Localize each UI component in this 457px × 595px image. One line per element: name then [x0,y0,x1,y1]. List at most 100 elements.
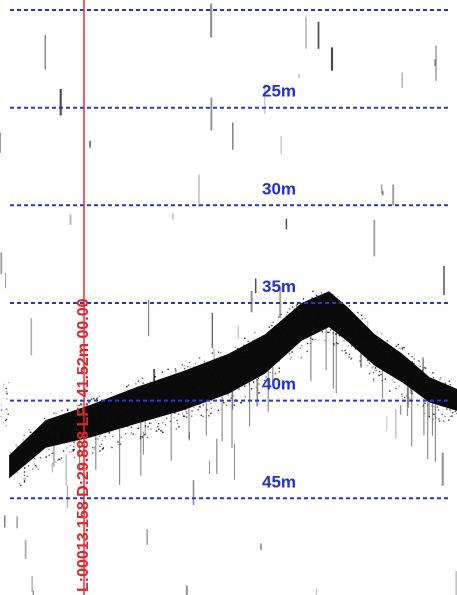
echo-speckle [401,370,403,372]
echo-speckle [139,416,141,418]
echo-speckle [6,391,8,393]
echo-speckle [285,353,287,355]
echo-speckle [330,329,332,331]
echo-speckle [260,356,262,358]
echo-speckle [262,351,265,354]
echo-speckle [300,357,302,359]
echo-speckle [432,372,434,374]
echo-speckle [396,378,398,380]
echo-speckle [127,425,129,428]
echo-speckle [354,336,356,338]
echo-speckle [202,404,204,406]
echo-speckle [245,350,247,352]
echo-speckle [379,341,381,344]
echo-speckle [287,338,289,341]
echo-speckle [169,420,172,423]
echo-speckle [153,379,155,381]
echo-speckle [425,397,427,400]
echo-speckle [91,452,94,454]
echo-speckle [388,353,391,355]
echo-speckle [380,333,383,335]
echo-speckle [210,412,212,415]
echo-speckle [57,434,59,437]
echo-speckle [283,334,285,336]
echo-speckle [35,465,37,467]
echo-speckle [155,414,157,417]
echo-speckle [414,377,416,379]
echo-speckle [131,390,133,393]
echo-speckle [194,363,197,365]
echo-speckle [221,377,224,379]
echo-speckle [259,349,261,352]
echo-speckle [342,316,345,318]
echo-speckle [231,357,234,359]
echo-speckle [19,452,22,454]
echo-speckle [413,380,415,383]
echo-speckle [196,378,198,380]
echo-speckle [448,380,451,382]
echo-speckle [449,384,451,386]
echo-speckle [298,318,300,321]
echo-speckle [52,432,54,434]
echo-speckle [23,463,25,465]
echo-speckle [373,351,375,354]
echo-speckle [210,407,213,409]
echo-speckle [8,381,10,384]
echo-speckle [356,321,359,324]
echo-speckle [52,437,55,439]
echo-speckle [94,422,97,424]
echo-speckle [11,456,13,459]
echo-speckle [364,317,366,320]
echo-speckle [278,367,280,369]
echo-speckle [5,387,7,390]
echo-speckle [120,421,123,423]
echo-speckle [66,408,69,410]
echo-speckle [194,384,196,386]
echo-speckle [398,354,400,357]
echo-speckle [321,331,323,333]
echo-speckle [376,359,378,361]
echo-speckle [2,383,5,386]
echo-speckle [365,346,367,348]
seabed-band [9,291,457,479]
echo-speckle [172,390,174,392]
echo-speckle [68,431,71,433]
echo-speckle [239,381,241,383]
echo-speckle [165,417,168,420]
echo-speckle [6,393,8,395]
echo-speckle [220,376,222,378]
echo-speckle [133,409,135,412]
echo-speckle [43,434,45,436]
echo-speckle [142,395,144,398]
echo-speckle [282,324,284,326]
echo-speckle [171,404,174,406]
echo-speckle [269,348,272,350]
echo-speckle [309,314,311,316]
echo-speckle [290,356,292,358]
echo-speckle [365,331,367,333]
echo-speckle [25,450,27,453]
echo-speckle [341,308,343,310]
echo-speckle [184,408,186,411]
echo-speckle [218,370,221,372]
echo-speckle [32,468,34,470]
echo-speckle [85,410,87,412]
echo-speckle [211,367,213,369]
echo-speckle [264,352,266,354]
echo-speckle [49,420,52,422]
echo-speckle [182,415,185,417]
echo-speckle [274,373,276,375]
echo-speckle [199,384,201,386]
depth-label: 40m [262,375,296,394]
echo-speckle [311,297,313,299]
echo-speckle [333,309,335,311]
echo-speckle [357,344,359,346]
echo-speckle [328,331,330,334]
echo-speckle [232,380,235,382]
echo-speckle [178,373,181,375]
echo-speckle [230,397,232,399]
echo-speckle [23,481,26,483]
echo-speckle [391,358,394,361]
echo-speckle [278,360,280,362]
echo-speckle [244,385,246,387]
